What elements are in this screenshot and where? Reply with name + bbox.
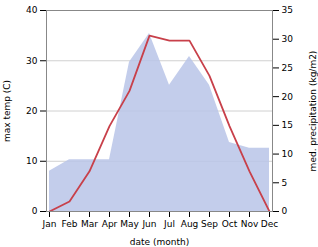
- svg-text:10: 10: [26, 156, 38, 166]
- svg-text:Oct: Oct: [222, 219, 238, 229]
- svg-text:25: 25: [282, 63, 293, 73]
- svg-text:Jul: Jul: [163, 219, 175, 229]
- svg-text:May: May: [120, 219, 139, 229]
- svg-text:35: 35: [282, 5, 293, 15]
- svg-text:20: 20: [282, 92, 294, 102]
- svg-text:10: 10: [282, 149, 294, 159]
- svg-text:max temp (C): max temp (C): [2, 80, 12, 142]
- svg-text:Mar: Mar: [81, 219, 98, 229]
- svg-text:0: 0: [32, 206, 38, 216]
- svg-text:Aug: Aug: [181, 219, 199, 229]
- svg-text:date (month): date (month): [130, 237, 189, 247]
- svg-text:med. precipitation (kg/m2): med. precipitation (kg/m2): [308, 51, 318, 172]
- svg-text:Jun: Jun: [141, 219, 156, 229]
- svg-text:Apr: Apr: [102, 219, 118, 229]
- svg-text:Dec: Dec: [261, 219, 278, 229]
- svg-text:15: 15: [282, 120, 293, 130]
- svg-text:40: 40: [26, 5, 38, 15]
- svg-text:Feb: Feb: [62, 219, 78, 229]
- svg-text:5: 5: [282, 178, 288, 188]
- svg-text:Jan: Jan: [42, 219, 57, 229]
- svg-text:20: 20: [26, 106, 38, 116]
- svg-text:0: 0: [282, 206, 288, 216]
- svg-text:Sep: Sep: [201, 219, 218, 229]
- svg-text:Nov: Nov: [241, 219, 259, 229]
- svg-text:30: 30: [26, 56, 38, 66]
- svg-text:30: 30: [282, 34, 294, 44]
